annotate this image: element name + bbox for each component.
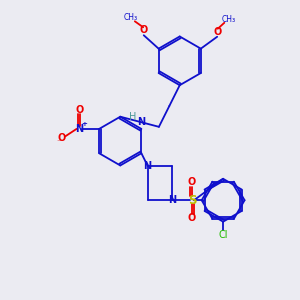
Text: O: O	[188, 213, 196, 223]
Text: N: N	[137, 117, 145, 127]
Text: S: S	[188, 194, 196, 207]
Text: O: O	[188, 177, 196, 188]
Text: O: O	[57, 133, 65, 143]
Text: N: N	[76, 124, 84, 134]
Text: CH₃: CH₃	[222, 15, 236, 24]
Text: O: O	[139, 25, 147, 35]
Text: +: +	[81, 121, 87, 127]
Text: O: O	[214, 27, 222, 37]
Text: N: N	[144, 161, 152, 171]
Text: N: N	[168, 195, 176, 205]
Text: ⁻: ⁻	[56, 138, 60, 147]
Text: O: O	[75, 105, 84, 115]
Text: CH₃: CH₃	[124, 13, 138, 22]
Text: Cl: Cl	[218, 230, 228, 240]
Text: H: H	[129, 112, 137, 122]
